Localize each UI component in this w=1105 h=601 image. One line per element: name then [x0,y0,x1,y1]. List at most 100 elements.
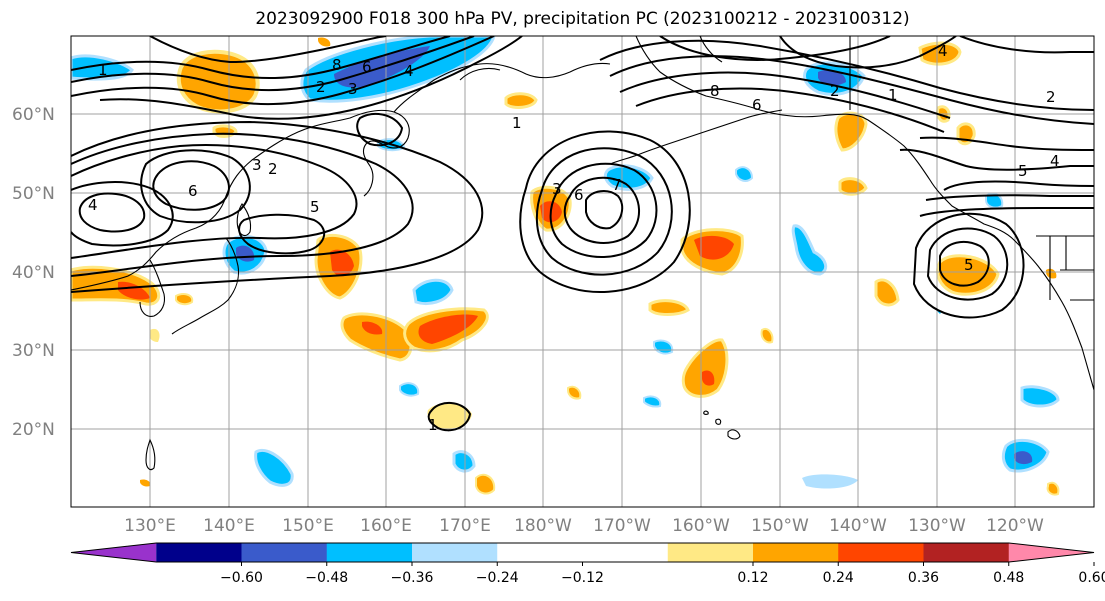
us-state-line [1036,235,1094,301]
pv-contour [99,36,523,120]
precip-patch [681,338,729,398]
pv-contour-labels: 1 1 1 2 2 2 2 3 3 3 4 4 4 4 5 5 5 6 6 6 … [88,42,1060,434]
contour-label: 1 [428,416,438,434]
precip-patch [340,312,413,362]
contour-label: 1 [888,86,898,104]
taiwan-coast [145,438,156,471]
pv-contour [919,136,1094,151]
map-title: 2023092900 F018 300 hPa PV, precipitatio… [255,9,910,29]
precip-patch [735,166,754,182]
pv-contour [926,227,1009,301]
hawaii-island [727,429,741,440]
precip-patch-core [418,314,478,344]
pv-contour [925,194,1094,201]
pv-contour [71,181,174,247]
colorbar-swatch [582,543,669,562]
lon-label: 140°E [203,516,255,536]
lon-label: 130°W [908,516,966,536]
contour-label: 1 [98,61,108,79]
precip-patch [318,37,331,47]
precip-patch [648,299,690,316]
longitude-labels: 130°E 140°E 150°E 160°E 170°E 180°W 170°… [124,516,1044,536]
pv-contour [619,71,951,119]
pv-contour [427,402,472,432]
contour-label: 6 [188,182,198,200]
lon-label: 120°W [986,516,1044,536]
colorbar: −0.60 −0.48 −0.36 −0.24 −0.12 0.12 0.24 0.36 0.4… [70,542,1105,586]
colorbar-tick-label: 0.48 [993,570,1024,586]
pv-contour [899,148,1094,171]
pv-contour [959,36,1094,54]
lon-label: 150°W [751,516,809,536]
precip-patch [838,177,868,196]
pv-contour [238,213,325,255]
contour-label: 5 [1018,162,1028,180]
alaska-coast [635,36,1094,391]
lon-label: 130°E [124,516,176,536]
precip-patch [985,192,1004,209]
precip-patch [140,479,151,487]
pv-contour [71,36,451,79]
lat-label: 50°N [12,184,55,204]
precip-patch [212,124,238,138]
pv-contour [912,212,1025,319]
pv-contour [519,130,691,294]
precip-patch [399,382,420,397]
contour-label: 5 [964,256,974,274]
pv-contour [71,36,495,105]
precip-patch [175,293,194,306]
siberia-inner [459,67,501,81]
contour-label: 5 [310,198,320,216]
contour-label: 1 [512,114,522,132]
colorbar-swatch [667,543,754,562]
pv-contour [779,36,957,69]
precip-patch-core [362,321,383,335]
colorbar-tick-label: −0.60 [220,570,263,586]
lat-label: 40°N [12,263,55,283]
contour-label: 3 [552,180,562,198]
precip-patch-core [330,249,354,277]
contour-label: 4 [88,196,98,214]
pv-contour [659,36,891,61]
precip-patch [452,450,476,473]
colorbar-tick-label: −0.48 [305,570,348,586]
precip-patch [567,385,582,400]
pv-contour [919,207,1094,217]
contour-label: 2 [316,78,326,96]
pv-contour [149,36,387,64]
precip-patch-core [118,281,150,300]
lon-label: 160°W [672,516,730,536]
contour-label: 3 [348,80,358,98]
alaska-inner [699,36,723,63]
pv-contour [71,143,358,259]
contour-label: 6 [362,58,372,76]
pv-contour [943,180,1094,191]
pv-contour [535,147,673,276]
colorbar-swatch [71,543,157,562]
pv-contour [585,190,624,230]
precip-patch [1046,481,1060,496]
pv-contour [635,87,945,133]
precip-patch [643,395,662,408]
pv-contour [609,55,1094,125]
colorbar-tick-label: 0.36 [908,570,939,586]
contour-label: 8 [710,82,720,100]
pv-contour [356,112,404,147]
japan-island [236,203,252,237]
pv-contour [140,149,251,224]
precip-patch [149,328,160,342]
precip-patch [504,92,538,109]
contour-label: 4 [938,42,948,60]
pv-contour [563,176,641,244]
contour-label: 4 [1050,152,1060,170]
hawaii-island [703,410,709,415]
pv-contour [152,160,230,211]
precip-patch [1020,385,1060,408]
pv-contour [71,132,414,277]
korea-coast [139,259,166,317]
pv-contour [71,36,475,91]
lon-label: 160°E [360,516,412,536]
colorbar-tick-label: −0.12 [561,570,604,586]
precip-patch [791,224,828,276]
